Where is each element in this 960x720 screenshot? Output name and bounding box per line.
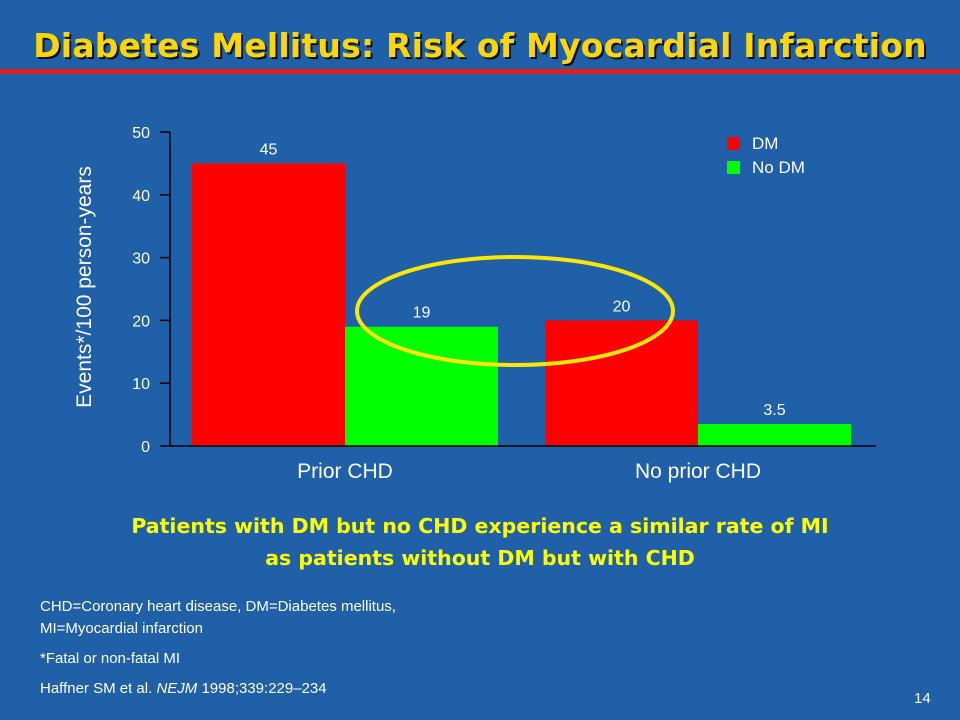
- highlight-ellipse: [355, 255, 675, 367]
- data-label: 19: [413, 305, 431, 322]
- reference-journal: NEJM: [156, 680, 198, 697]
- abbreviations-line-1: CHD=Coronary heart disease, DM=Diabetes …: [40, 598, 396, 615]
- legend-label: No DM: [752, 158, 805, 177]
- legend-label: DM: [752, 134, 778, 153]
- bar-dm: [192, 163, 345, 446]
- bar-no-dm: [345, 326, 498, 446]
- data-label: 20: [613, 298, 631, 315]
- bar-chart: 0 10 20 30 40 50 45 19 Prior CHD 20 3.5 No prior CH…: [132, 125, 876, 483]
- y-tick-label: 40: [132, 188, 150, 205]
- y-tick-label: 50: [132, 125, 150, 142]
- y-tick-label: 30: [132, 251, 150, 268]
- reference: Haffner SM et al. NEJM 1998;339:229–234: [40, 678, 396, 700]
- x-category-label: Prior CHD: [297, 460, 393, 483]
- slide-title: Diabetes Mellitus: Risk of Myocardial In…: [33, 26, 927, 65]
- data-label: 3.5: [763, 402, 785, 419]
- x-category-label: No prior CHD: [635, 460, 761, 483]
- title-divider: [0, 69, 960, 74]
- bar-no-dm: [698, 424, 851, 446]
- y-tick-label: 10: [132, 376, 150, 393]
- legend-swatch: [727, 137, 740, 150]
- key-message-line-1: Patients with DM but no CHD experience a…: [131, 514, 829, 538]
- footnotes: CHD=Coronary heart disease, DM=Diabetes …: [40, 596, 396, 700]
- reference-authors: Haffner SM et al.: [40, 680, 157, 697]
- page-number: 14: [914, 690, 931, 707]
- reference-details: 1998;339:229–234: [197, 680, 327, 697]
- data-label: 45: [260, 141, 278, 158]
- abbreviations-line-2: MI=Myocardial infarction: [40, 620, 203, 637]
- y-tick-label: 20: [132, 313, 150, 330]
- asterisk-note: *Fatal or non-fatal MI: [40, 650, 181, 667]
- key-message-line-2: as patients without DM but with CHD: [265, 546, 695, 570]
- bar-dm: [545, 320, 698, 446]
- y-tick-label: 0: [141, 439, 150, 456]
- key-message: Patients with DM but no CHD experience a…: [0, 510, 960, 574]
- legend-swatch: [727, 161, 740, 174]
